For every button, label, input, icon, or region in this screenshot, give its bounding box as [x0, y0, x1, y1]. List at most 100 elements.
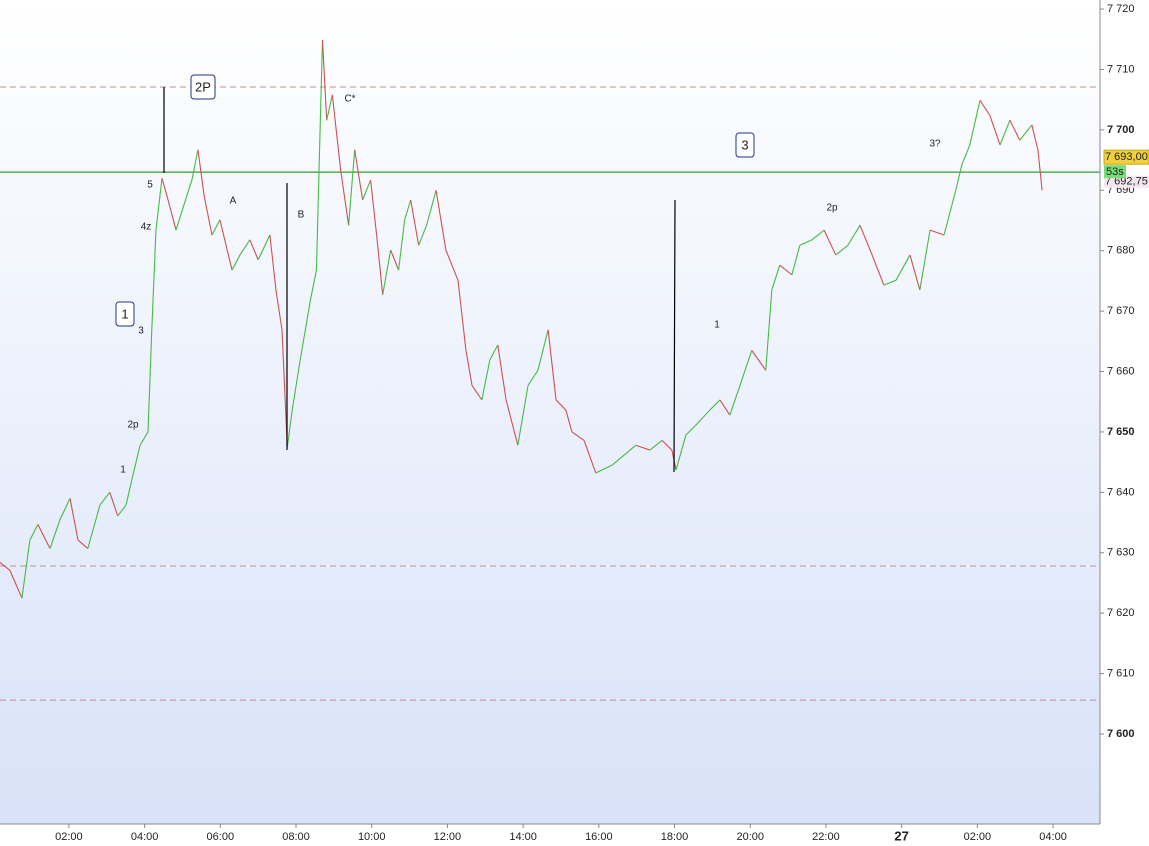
price-segment — [231, 254, 241, 271]
price-segment — [299, 300, 311, 361]
price-segment — [331, 94, 342, 171]
price-segment — [695, 409, 711, 426]
x-tick-label: 22:00 — [812, 831, 840, 843]
price-segment — [404, 199, 412, 221]
price-segment — [791, 245, 801, 276]
price-segment — [955, 164, 963, 191]
countdown-tag — [1104, 165, 1126, 179]
price-segment — [739, 350, 753, 386]
price-segment — [527, 370, 539, 386]
price-segment — [771, 265, 781, 291]
x-tick-label: 10:00 — [358, 831, 386, 843]
levels — [0, 86, 1100, 701]
y-tick-label: 7 670 — [1107, 305, 1135, 317]
price-segment — [929, 229, 945, 236]
price-segment — [117, 504, 127, 517]
price-segment — [326, 94, 333, 121]
price-segment — [497, 344, 507, 401]
annotation-box — [115, 301, 135, 327]
axes: 7 600 7 610 7 620 7 630 7 640 7 650 7 660 7 670… — [55, 3, 1149, 843]
current-price-label: 7 693,00 — [1105, 151, 1148, 163]
price-segment — [49, 519, 61, 549]
annotation: A — [230, 196, 237, 207]
x-tick-label: 18:00 — [661, 831, 689, 843]
price-segment — [537, 329, 549, 371]
x-tick-label: 20:00 — [736, 831, 764, 843]
price-segment — [943, 190, 957, 236]
price-segment — [571, 431, 585, 441]
price-segment — [517, 385, 529, 446]
price-segment — [719, 399, 731, 416]
price-line — [0, 39, 1043, 599]
annotation: 1 — [120, 465, 126, 476]
price-segment — [87, 504, 101, 549]
price-segment — [348, 149, 356, 226]
price-segment — [649, 439, 663, 451]
x-tick-label: 06:00 — [207, 831, 235, 843]
annotation: C* — [344, 94, 355, 105]
annotation: 5 — [147, 180, 153, 191]
price-segment — [239, 239, 251, 256]
price-segment — [859, 225, 873, 256]
price-segment — [1009, 119, 1021, 141]
price-segment — [418, 225, 428, 246]
current-price-tag — [1103, 149, 1149, 165]
price-segment — [611, 444, 637, 466]
x-tick-label: 08:00 — [282, 831, 310, 843]
price-segment — [979, 99, 991, 116]
annotation: 3 — [138, 326, 144, 337]
price-segment — [481, 359, 491, 401]
price-segment — [291, 359, 301, 411]
price-segment — [919, 230, 931, 291]
price-segment — [969, 100, 981, 146]
price-segment — [0, 561, 11, 571]
price-segment — [961, 144, 971, 166]
axis-background — [1100, 0, 1149, 846]
price-segment — [847, 225, 861, 246]
price-segment — [151, 230, 157, 330]
price-segment — [565, 410, 573, 433]
annotation: B — [298, 210, 305, 221]
price-segment — [257, 234, 271, 261]
price-segment — [167, 199, 177, 231]
price-segment — [729, 385, 741, 416]
price-segment — [779, 264, 793, 276]
price-segment — [1019, 124, 1033, 141]
price-segment — [811, 229, 825, 241]
x-tick-label: 16:00 — [585, 831, 613, 843]
x-tick-label: 02:00 — [964, 831, 992, 843]
y-tick-label: 7 680 — [1107, 245, 1135, 257]
price-segment — [457, 280, 467, 351]
price-segment — [249, 239, 259, 260]
bid-tag — [1104, 175, 1149, 188]
annotation: 1 — [714, 320, 720, 331]
price-segment — [895, 254, 911, 281]
x-tick-label: 04:00 — [1039, 831, 1067, 843]
y-tick-label: 7 700 — [1107, 124, 1135, 136]
price-segment — [139, 431, 149, 446]
plot-background — [0, 0, 1100, 824]
y-tick-label: 7 650 — [1107, 426, 1135, 438]
y-tick-label: 7 620 — [1107, 607, 1135, 619]
price-segment — [583, 440, 597, 474]
annotation: 3? — [929, 139, 941, 150]
y-tick-label: 7 660 — [1107, 365, 1135, 377]
wave-marker — [673, 199, 676, 473]
price-segment — [465, 350, 473, 386]
price-segment — [362, 179, 372, 201]
x-tick-label: 12:00 — [434, 831, 462, 843]
price-segment — [286, 410, 293, 448]
price-segment — [161, 178, 169, 201]
price-segment — [109, 492, 119, 517]
price-segment — [354, 149, 364, 201]
price-segment — [398, 219, 406, 271]
price-segment — [376, 234, 384, 295]
price-segment — [340, 170, 350, 226]
price-segment — [69, 498, 79, 541]
annotation: 3 — [741, 137, 748, 152]
price-segment — [99, 492, 111, 506]
price-segment — [147, 329, 153, 432]
y-tick-label: 7 720 — [1107, 3, 1135, 15]
price-segment — [131, 445, 141, 481]
price-segment — [191, 149, 199, 181]
